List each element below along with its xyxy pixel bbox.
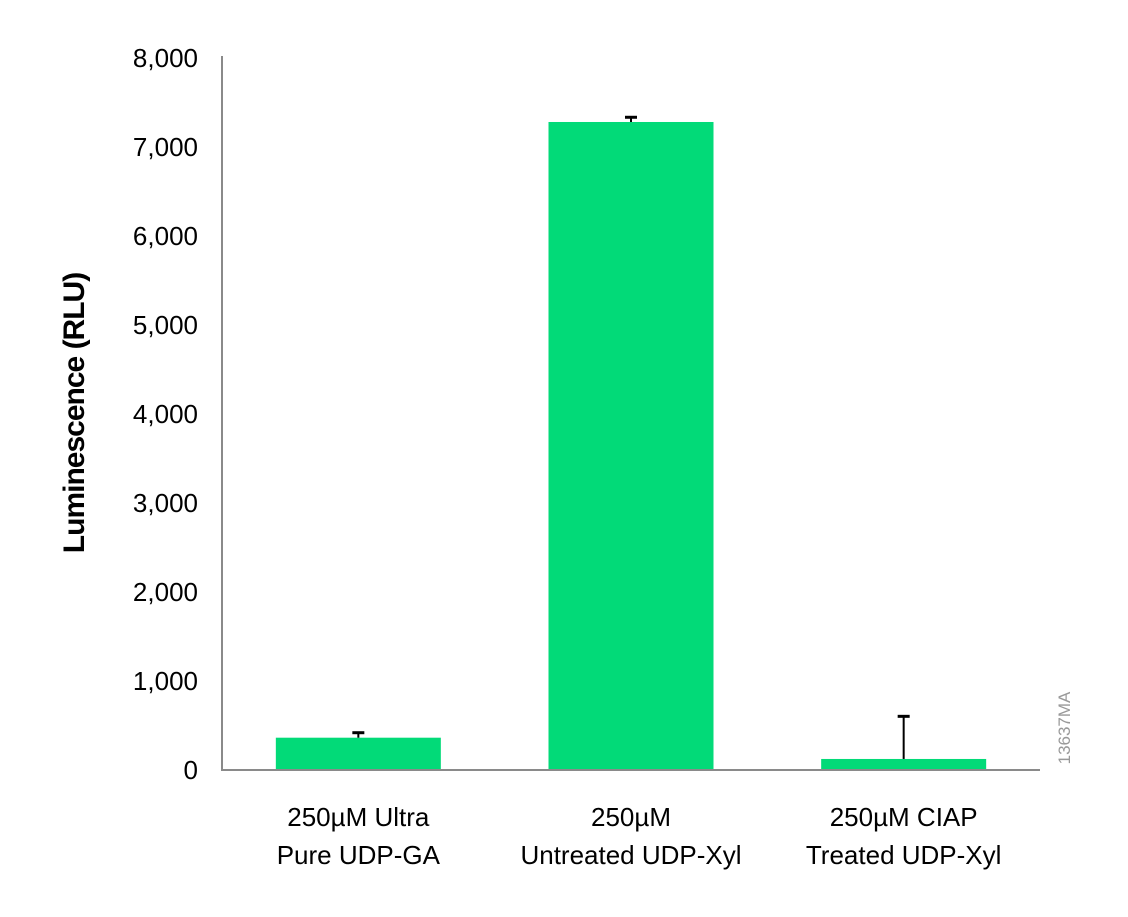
y-tick-label: 6,000	[133, 221, 198, 251]
y-tick-label: 4,000	[133, 399, 198, 429]
y-axis-label: Luminescence (RLU)	[58, 273, 91, 553]
x-tick-label: 250µM CIAP	[830, 802, 978, 832]
y-tick-label: 5,000	[133, 310, 198, 340]
bar	[275, 737, 441, 770]
y-tick-label: 2,000	[133, 577, 198, 607]
x-tick-label: 250µM	[591, 802, 671, 832]
y-tick-label: 7,000	[133, 132, 198, 162]
x-tick-label: Untreated UDP-Xyl	[520, 840, 741, 870]
y-tick-label: 3,000	[133, 488, 198, 518]
x-tick-label: Pure UDP-GA	[277, 840, 441, 870]
y-tick-label: 0	[184, 755, 198, 785]
x-tick-label: 250µM Ultra	[287, 802, 430, 832]
x-tick-label: Treated UDP-Xyl	[806, 840, 1002, 870]
bar	[821, 758, 987, 770]
bar	[548, 121, 714, 771]
figure-id: 13637MA	[1055, 691, 1074, 764]
y-tick-label: 1,000	[133, 666, 198, 696]
y-tick-label: 8,000	[133, 43, 198, 73]
